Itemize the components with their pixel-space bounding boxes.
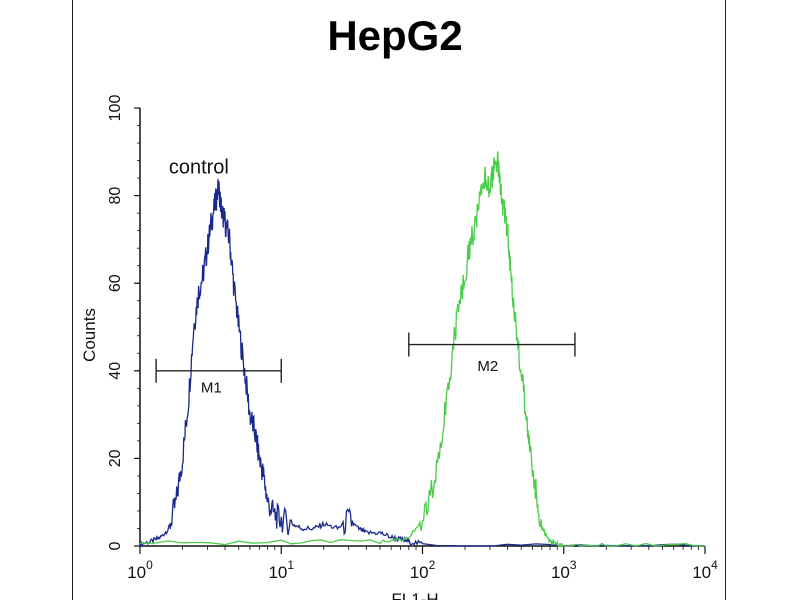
y-tick-label: 0: [107, 541, 124, 550]
annotation-layer: control M1 M2: [155, 157, 576, 397]
series-line-1: [139, 178, 705, 548]
series-layer: [139, 151, 706, 548]
y-tick-label: 100: [107, 95, 124, 122]
annotation-label: M2: [477, 358, 498, 375]
y-axis-label: Counts: [80, 308, 99, 362]
series-line-2: [139, 151, 706, 547]
y-tick-label: 60: [107, 274, 124, 292]
chart-frame: [72, 0, 726, 600]
y-tick-label: 20: [107, 449, 124, 467]
annotation-label: control: [169, 157, 229, 179]
axes: 0 20 40 60 80 100 100 101 102 103 104: [107, 95, 718, 582]
chart-title: HepG2: [327, 12, 462, 59]
x-tick-label: 104: [692, 558, 718, 582]
x-tick-label: 100: [127, 558, 153, 582]
x-tick-label: 101: [268, 558, 294, 582]
y-tick-label: 80: [107, 187, 124, 205]
annotation-label: M1: [201, 380, 222, 397]
y-tick-label: 40: [107, 362, 124, 380]
x-axis-label: FL1-H: [391, 590, 438, 600]
x-tick-label: 102: [410, 558, 436, 582]
x-tick-label: 103: [551, 558, 577, 582]
